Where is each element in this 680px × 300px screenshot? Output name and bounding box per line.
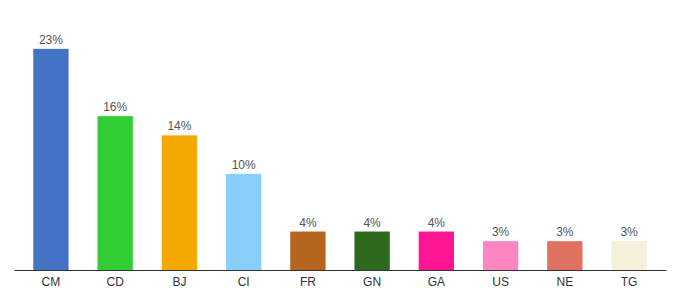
x-tick: FR xyxy=(300,275,316,289)
x-axis-line xyxy=(15,270,667,271)
data-label: 14% xyxy=(167,119,191,133)
x-tick-label: CI xyxy=(238,275,250,289)
data-label: 3% xyxy=(620,225,638,239)
x-tick-label: TG xyxy=(621,275,638,289)
x-tick: US xyxy=(492,275,509,289)
bar xyxy=(33,49,68,270)
bar xyxy=(483,241,518,270)
x-axis: CM CD BJ CI FR GN GA US NE TG xyxy=(15,271,667,289)
data-label: 10% xyxy=(232,158,256,172)
x-tick: CD xyxy=(107,275,125,289)
x-tick-label: CD xyxy=(107,275,125,289)
x-tick-label: GA xyxy=(428,275,445,289)
x-tick: CI xyxy=(238,275,250,289)
x-tick: GN xyxy=(363,275,381,289)
bars xyxy=(33,49,646,270)
x-tick-label: BJ xyxy=(172,275,186,289)
data-label: 23% xyxy=(39,33,63,47)
bar xyxy=(419,232,454,270)
x-tick-label: NE xyxy=(556,275,573,289)
x-tick: GA xyxy=(428,275,445,289)
data-label: 4% xyxy=(428,216,446,230)
data-label: 16% xyxy=(103,100,127,114)
bar xyxy=(226,174,261,270)
x-tick: NE xyxy=(556,275,573,289)
bar xyxy=(547,241,582,270)
chart: CM CD BJ CI FR GN GA US NE TG 23% 16% 14% 10% 4% 4% 4% 3%… xyxy=(0,0,680,300)
x-tick-label: US xyxy=(492,275,509,289)
bar xyxy=(98,116,133,270)
data-label: 4% xyxy=(363,216,381,230)
bar xyxy=(611,241,646,270)
bar xyxy=(354,232,389,270)
x-tick-label: FR xyxy=(300,275,316,289)
bar xyxy=(162,135,197,270)
x-tick: CM xyxy=(42,275,61,289)
bar xyxy=(290,232,325,270)
data-label: 3% xyxy=(492,225,510,239)
x-tick-label: GN xyxy=(363,275,381,289)
data-labels: 23% 16% 14% 10% 4% 4% 4% 3% 3% 3% xyxy=(39,33,638,239)
plot: CM CD BJ CI FR GN GA US NE TG 23% 16% 14% 10% 4% 4% 4% 3%… xyxy=(15,33,667,289)
x-tick: TG xyxy=(621,275,638,289)
data-label: 3% xyxy=(556,225,574,239)
x-tick: BJ xyxy=(172,275,186,289)
x-tick-label: CM xyxy=(42,275,61,289)
data-label: 4% xyxy=(299,216,317,230)
